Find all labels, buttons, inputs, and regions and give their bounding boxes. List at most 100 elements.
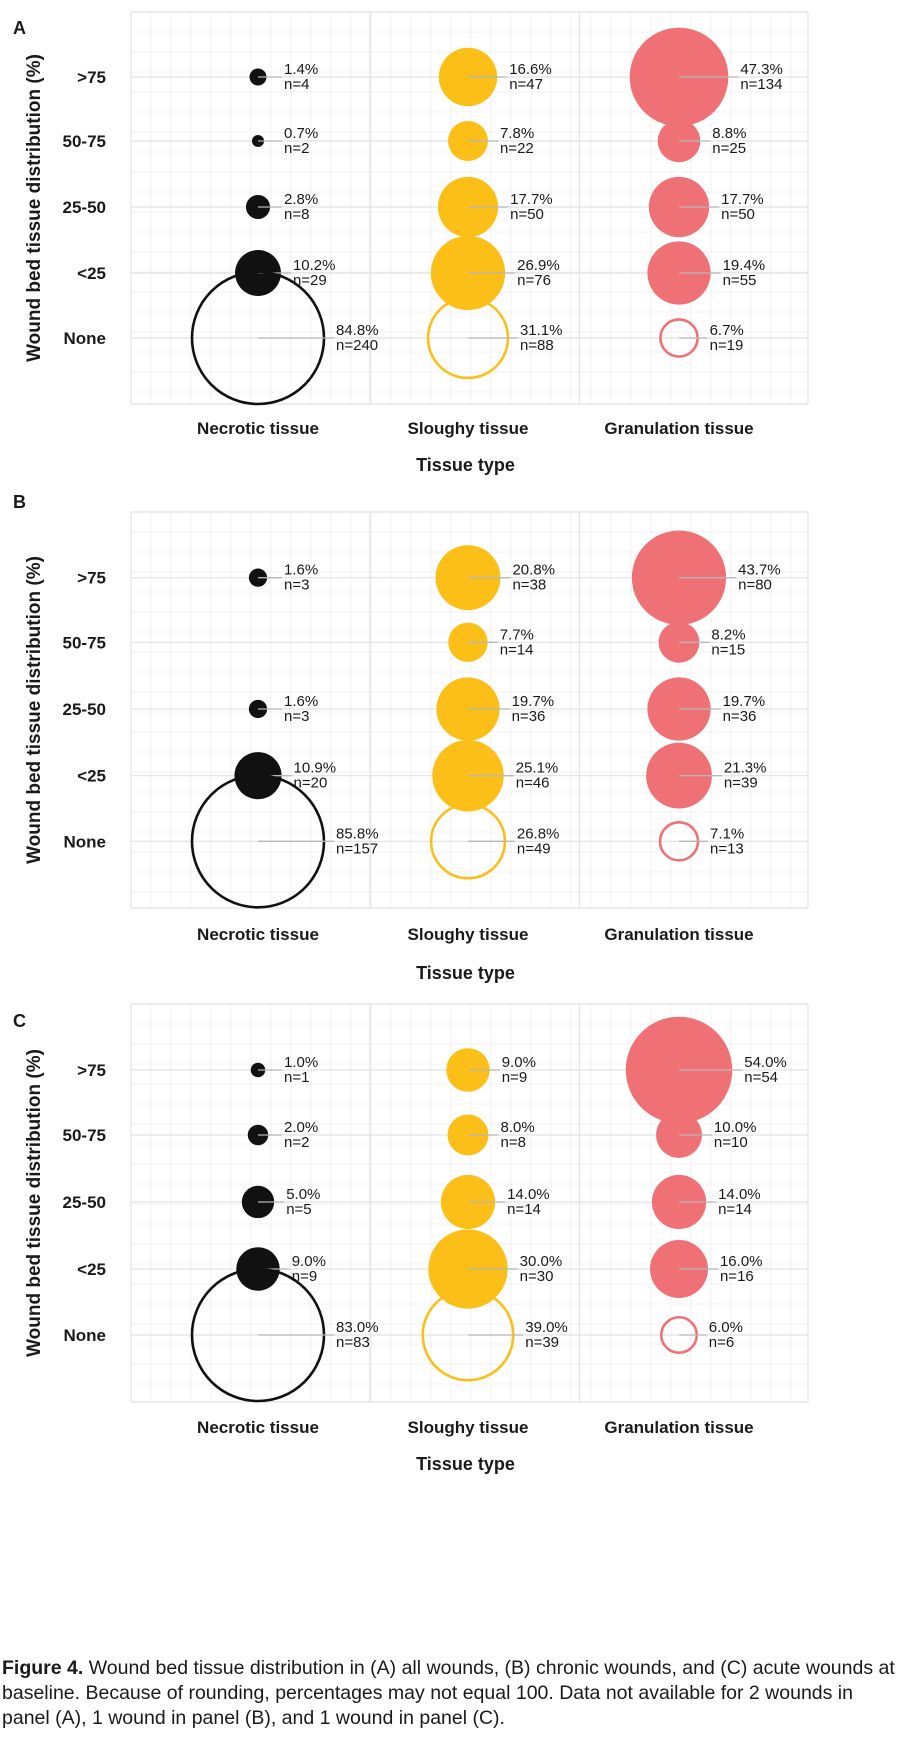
data-label-percent: 1.6% [284,562,318,579]
data-label-percent: 9.0% [502,1054,536,1071]
data-label-percent: 7.7% [500,626,534,643]
data-label-percent: 6.0% [709,1319,743,1336]
y-axis-title: Wound bed tissue distribution (%) [24,1049,45,1357]
y-tick-label: 50-75 [63,132,106,151]
y-tick-label: None [64,832,107,851]
data-label-percent: 10.9% [294,760,337,777]
data-label-count: n=50 [721,206,755,223]
data-label-percent: 1.0% [284,1054,318,1071]
x-tick-label: Granulation tissue [604,419,753,438]
data-label-percent: 16.6% [509,61,552,78]
x-tick-label: Sloughy tissue [408,419,529,438]
x-axis-title: Tissue type [416,455,515,475]
y-axis-title: Wound bed tissue distribution (%) [24,556,45,864]
y-tick-label: >75 [77,68,106,87]
data-label-count: n=14 [500,641,534,658]
y-tick-label: 25-50 [63,700,106,719]
data-label-percent: 14.0% [507,1186,550,1203]
caption-label: Figure 4. [2,1657,84,1679]
data-label-count: n=134 [740,76,782,93]
data-label-percent: 30.0% [520,1253,563,1270]
panel-c: C Wound bed tissue distribution (%) >75 50-… [13,1003,809,1474]
data-label-count: n=22 [500,140,534,157]
data-label-count: n=9 [292,1268,317,1285]
x-tick-label: Necrotic tissue [197,925,319,944]
data-label-percent: 17.7% [721,191,764,208]
panel-label: B [13,492,26,512]
data-label-percent: 2.0% [284,1119,318,1136]
data-label-percent: 10.0% [714,1119,757,1136]
data-label-count: n=157 [336,840,378,857]
data-label-count: n=9 [502,1069,527,1086]
data-label-count: n=88 [520,337,554,354]
y-tick-label: <25 [77,1260,106,1279]
data-label-percent: 19.7% [723,693,766,710]
data-label-count: n=240 [336,337,378,354]
panel-label: C [13,1011,26,1031]
data-label-percent: 39.0% [525,1319,568,1336]
y-tick-label: <25 [77,767,106,786]
data-label-percent: 25.1% [516,760,559,777]
data-label-count: n=25 [712,140,746,157]
data-label-percent: 8.0% [500,1119,534,1136]
data-label-percent: 47.3% [740,61,783,78]
panel-label: A [13,18,26,38]
data-label-count: n=16 [720,1268,754,1285]
data-label-count: n=54 [744,1069,778,1086]
panel-a: A Wound bed tissue distribution (%) >75 50-… [13,11,809,475]
y-tick-label: >75 [77,1061,106,1080]
data-label-count: n=2 [284,1134,309,1151]
x-axis-title: Tissue type [416,963,515,983]
data-label-count: n=10 [714,1134,748,1151]
data-label-count: n=1 [284,1069,309,1086]
data-label-percent: 1.6% [284,693,318,710]
data-label-count: n=14 [507,1201,541,1218]
data-label-percent: 84.8% [336,322,379,339]
data-label-percent: 21.3% [724,760,767,777]
data-label-percent: 5.0% [286,1186,320,1203]
data-label-count: n=3 [284,708,309,725]
y-tick-label: 50-75 [63,1126,106,1145]
data-label-count: n=29 [293,272,327,289]
data-label-count: n=55 [723,272,757,289]
figure-caption: Figure 4. Wound bed tissue distribution … [2,1656,902,1731]
x-tick-label: Granulation tissue [604,1418,753,1437]
data-label-percent: 85.8% [336,825,379,842]
data-label-percent: 54.0% [744,1054,787,1071]
x-tick-label: Necrotic tissue [197,419,319,438]
data-label-count: n=8 [500,1134,525,1151]
panel-b: B Wound bed tissue distribution (%) >75 50-… [13,492,809,983]
data-label-count: n=50 [510,206,544,223]
data-label-percent: 0.7% [284,125,318,142]
data-label-count: n=38 [512,577,546,594]
data-label-percent: 2.8% [284,191,318,208]
data-label-count: n=4 [284,76,309,93]
x-tick-label: Sloughy tissue [408,925,529,944]
data-label-percent: 10.2% [293,257,336,274]
data-label-percent: 43.7% [738,562,781,579]
data-label-count: n=30 [520,1268,554,1285]
data-label-count: n=36 [512,708,546,725]
data-label-percent: 19.4% [723,257,766,274]
caption-text: Wound bed tissue distribution in (A) all… [2,1657,895,1729]
data-label-count: n=15 [711,641,745,658]
data-label-count: n=39 [724,775,758,792]
data-label-percent: 6.7% [710,322,744,339]
data-label-percent: 26.8% [517,825,560,842]
data-label-percent: 17.7% [510,191,553,208]
data-label-count: n=8 [284,206,309,223]
data-label-count: n=49 [517,840,551,857]
data-label-count: n=13 [710,840,744,857]
data-label-count: n=2 [284,140,309,157]
data-label-percent: 83.0% [336,1319,379,1336]
y-tick-label: None [64,1326,107,1345]
data-label-percent: 20.8% [512,562,555,579]
data-label-count: n=76 [517,272,551,289]
data-label-count: n=19 [710,337,744,354]
y-tick-label: <25 [77,264,106,283]
data-label-percent: 7.8% [500,125,534,142]
y-tick-label: 25-50 [63,198,106,217]
data-label-count: n=5 [286,1201,311,1218]
y-tick-label: 25-50 [63,1193,106,1212]
